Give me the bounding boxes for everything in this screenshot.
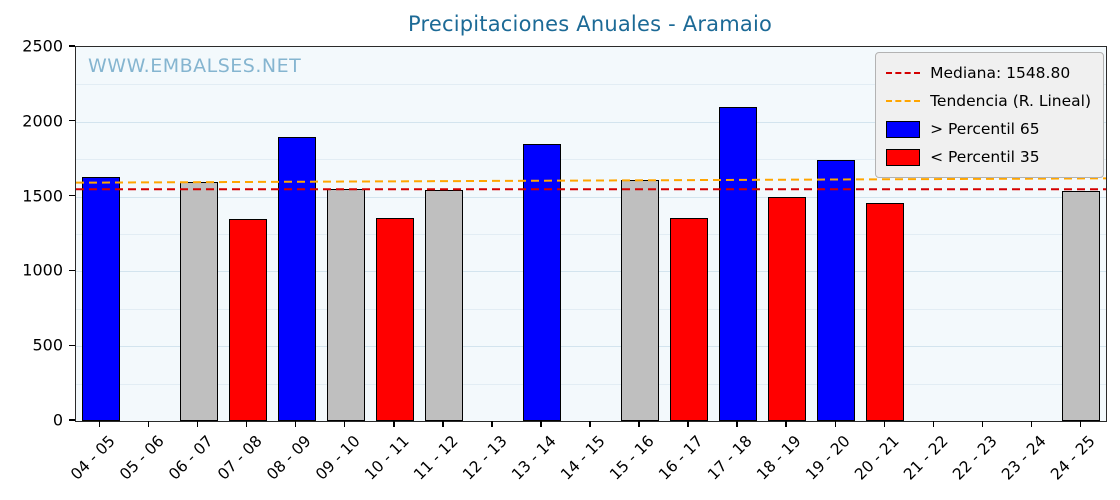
y-tick-mark [69, 269, 75, 272]
y-tick-mark [69, 120, 75, 122]
x-tick-mark [147, 421, 150, 427]
y-tick-label: 0 [52, 410, 63, 430]
x-tick-mark [981, 421, 984, 427]
bar-13-14 [522, 144, 561, 421]
bar-16-17 [670, 217, 709, 421]
gridline [76, 271, 1106, 273]
gridline [76, 308, 1106, 310]
gridline [76, 84, 1106, 86]
legend-patch-sample [886, 148, 921, 166]
x-tick-mark [736, 421, 738, 427]
legend-label: Tendencia (R. Lineal) [930, 92, 1091, 110]
x-tick-mark [540, 421, 542, 427]
x-tick-label: 17 - 18 [704, 432, 756, 484]
bar-09-10 [326, 189, 365, 421]
x-tick-label: 09 - 10 [311, 432, 364, 484]
bar-19-20 [817, 159, 856, 421]
y-tick-mark [69, 45, 75, 47]
gridline [76, 159, 1106, 161]
gridline [76, 121, 1106, 123]
legend-line-sample [886, 100, 921, 102]
bar-06-07 [179, 181, 218, 421]
x-tick-mark [344, 421, 346, 427]
legend-item: Tendencia (R. Lineal) [886, 89, 1091, 113]
x-tick-mark [932, 421, 935, 427]
reference-lines [76, 177, 1106, 191]
y-tick-label: 1500 [22, 186, 63, 206]
x-tick-label: 24 - 25 [1047, 432, 1100, 484]
x-tick-mark [785, 421, 787, 427]
y-tick-mark [69, 194, 75, 197]
bar-11-12 [424, 189, 463, 421]
bar-10-11 [375, 218, 414, 421]
x-tick-label: 04 - 05 [66, 432, 119, 484]
gridline [76, 383, 1106, 385]
x-tick-mark [589, 421, 591, 427]
y-tick-label: 500 [32, 335, 63, 355]
x-tick-label: 14 - 15 [557, 432, 609, 484]
x-tick-label: 20 - 21 [851, 432, 904, 484]
bar-24-25 [1062, 190, 1101, 421]
x-tick-label: 22 - 23 [949, 432, 1002, 484]
x-tick-mark [687, 421, 689, 427]
x-tick-mark [442, 421, 444, 427]
x-tick-mark [834, 421, 836, 427]
legend-label: Mediana: 1548.80 [930, 64, 1071, 82]
chart-title: Precipitaciones Anuales - Aramaio [407, 12, 773, 36]
x-tick-mark [245, 421, 248, 427]
y-tick-mark [69, 344, 75, 346]
legend: Mediana: 1548.80 Tendencia (R. Lineal) > P… [875, 52, 1104, 178]
x-tick-label: 16 - 17 [655, 432, 707, 484]
x-tick-label: 06 - 07 [164, 432, 217, 484]
gridline [76, 346, 1106, 348]
bar-04-05 [81, 177, 120, 421]
legend-item: > Percentil 65 [886, 117, 1091, 141]
x-tick-label: 21 - 22 [900, 432, 953, 484]
bar-15-16 [621, 180, 660, 421]
legend-label: > Percentil 65 [930, 120, 1040, 138]
x-tick-label: 23 - 24 [998, 432, 1051, 484]
legend-line-sample [886, 72, 921, 74]
x-tick-mark [1079, 421, 1082, 427]
x-tick-label: 19 - 20 [802, 432, 854, 484]
y-tick-mark [69, 419, 75, 421]
legend-item: < Percentil 35 [886, 145, 1091, 169]
x-tick-mark [196, 421, 199, 427]
x-tick-label: 12 - 13 [459, 432, 511, 484]
x-tick-label: 15 - 16 [606, 432, 658, 484]
x-tick-mark [393, 421, 395, 427]
x-tick-label: 07 - 08 [213, 432, 266, 484]
x-tick-label: 11 - 12 [410, 432, 462, 484]
legend-item: Mediana: 1548.80 [886, 61, 1091, 85]
bar-17-18 [719, 106, 758, 421]
x-tick-label: 18 - 19 [753, 432, 805, 484]
x-tick-label: 13 - 14 [508, 432, 560, 484]
legend-patch-sample [886, 120, 921, 138]
x-tick-mark [638, 421, 640, 427]
gridline [76, 234, 1106, 235]
bar-08-09 [277, 136, 316, 421]
x-tick-mark [98, 421, 101, 427]
y-tick-label: 2000 [22, 111, 63, 131]
x-tick-mark [295, 421, 297, 427]
y-tick-label: 2500 [22, 36, 63, 56]
x-tick-label: 05 - 06 [115, 432, 168, 484]
bar-07-08 [228, 219, 267, 421]
x-tick-mark [1030, 421, 1033, 427]
watermark: WWW.EMBALSES.NET [88, 55, 302, 77]
bar-18-19 [768, 196, 807, 421]
y-tick-label: 1000 [22, 260, 63, 280]
x-tick-label: 10 - 11 [360, 432, 413, 484]
x-tick-label: 08 - 09 [262, 432, 315, 484]
legend-label: < Percentil 35 [930, 148, 1040, 166]
bar-20-21 [866, 203, 905, 421]
gridline [76, 196, 1106, 198]
x-tick-mark [491, 421, 493, 427]
x-tick-mark [883, 421, 885, 427]
